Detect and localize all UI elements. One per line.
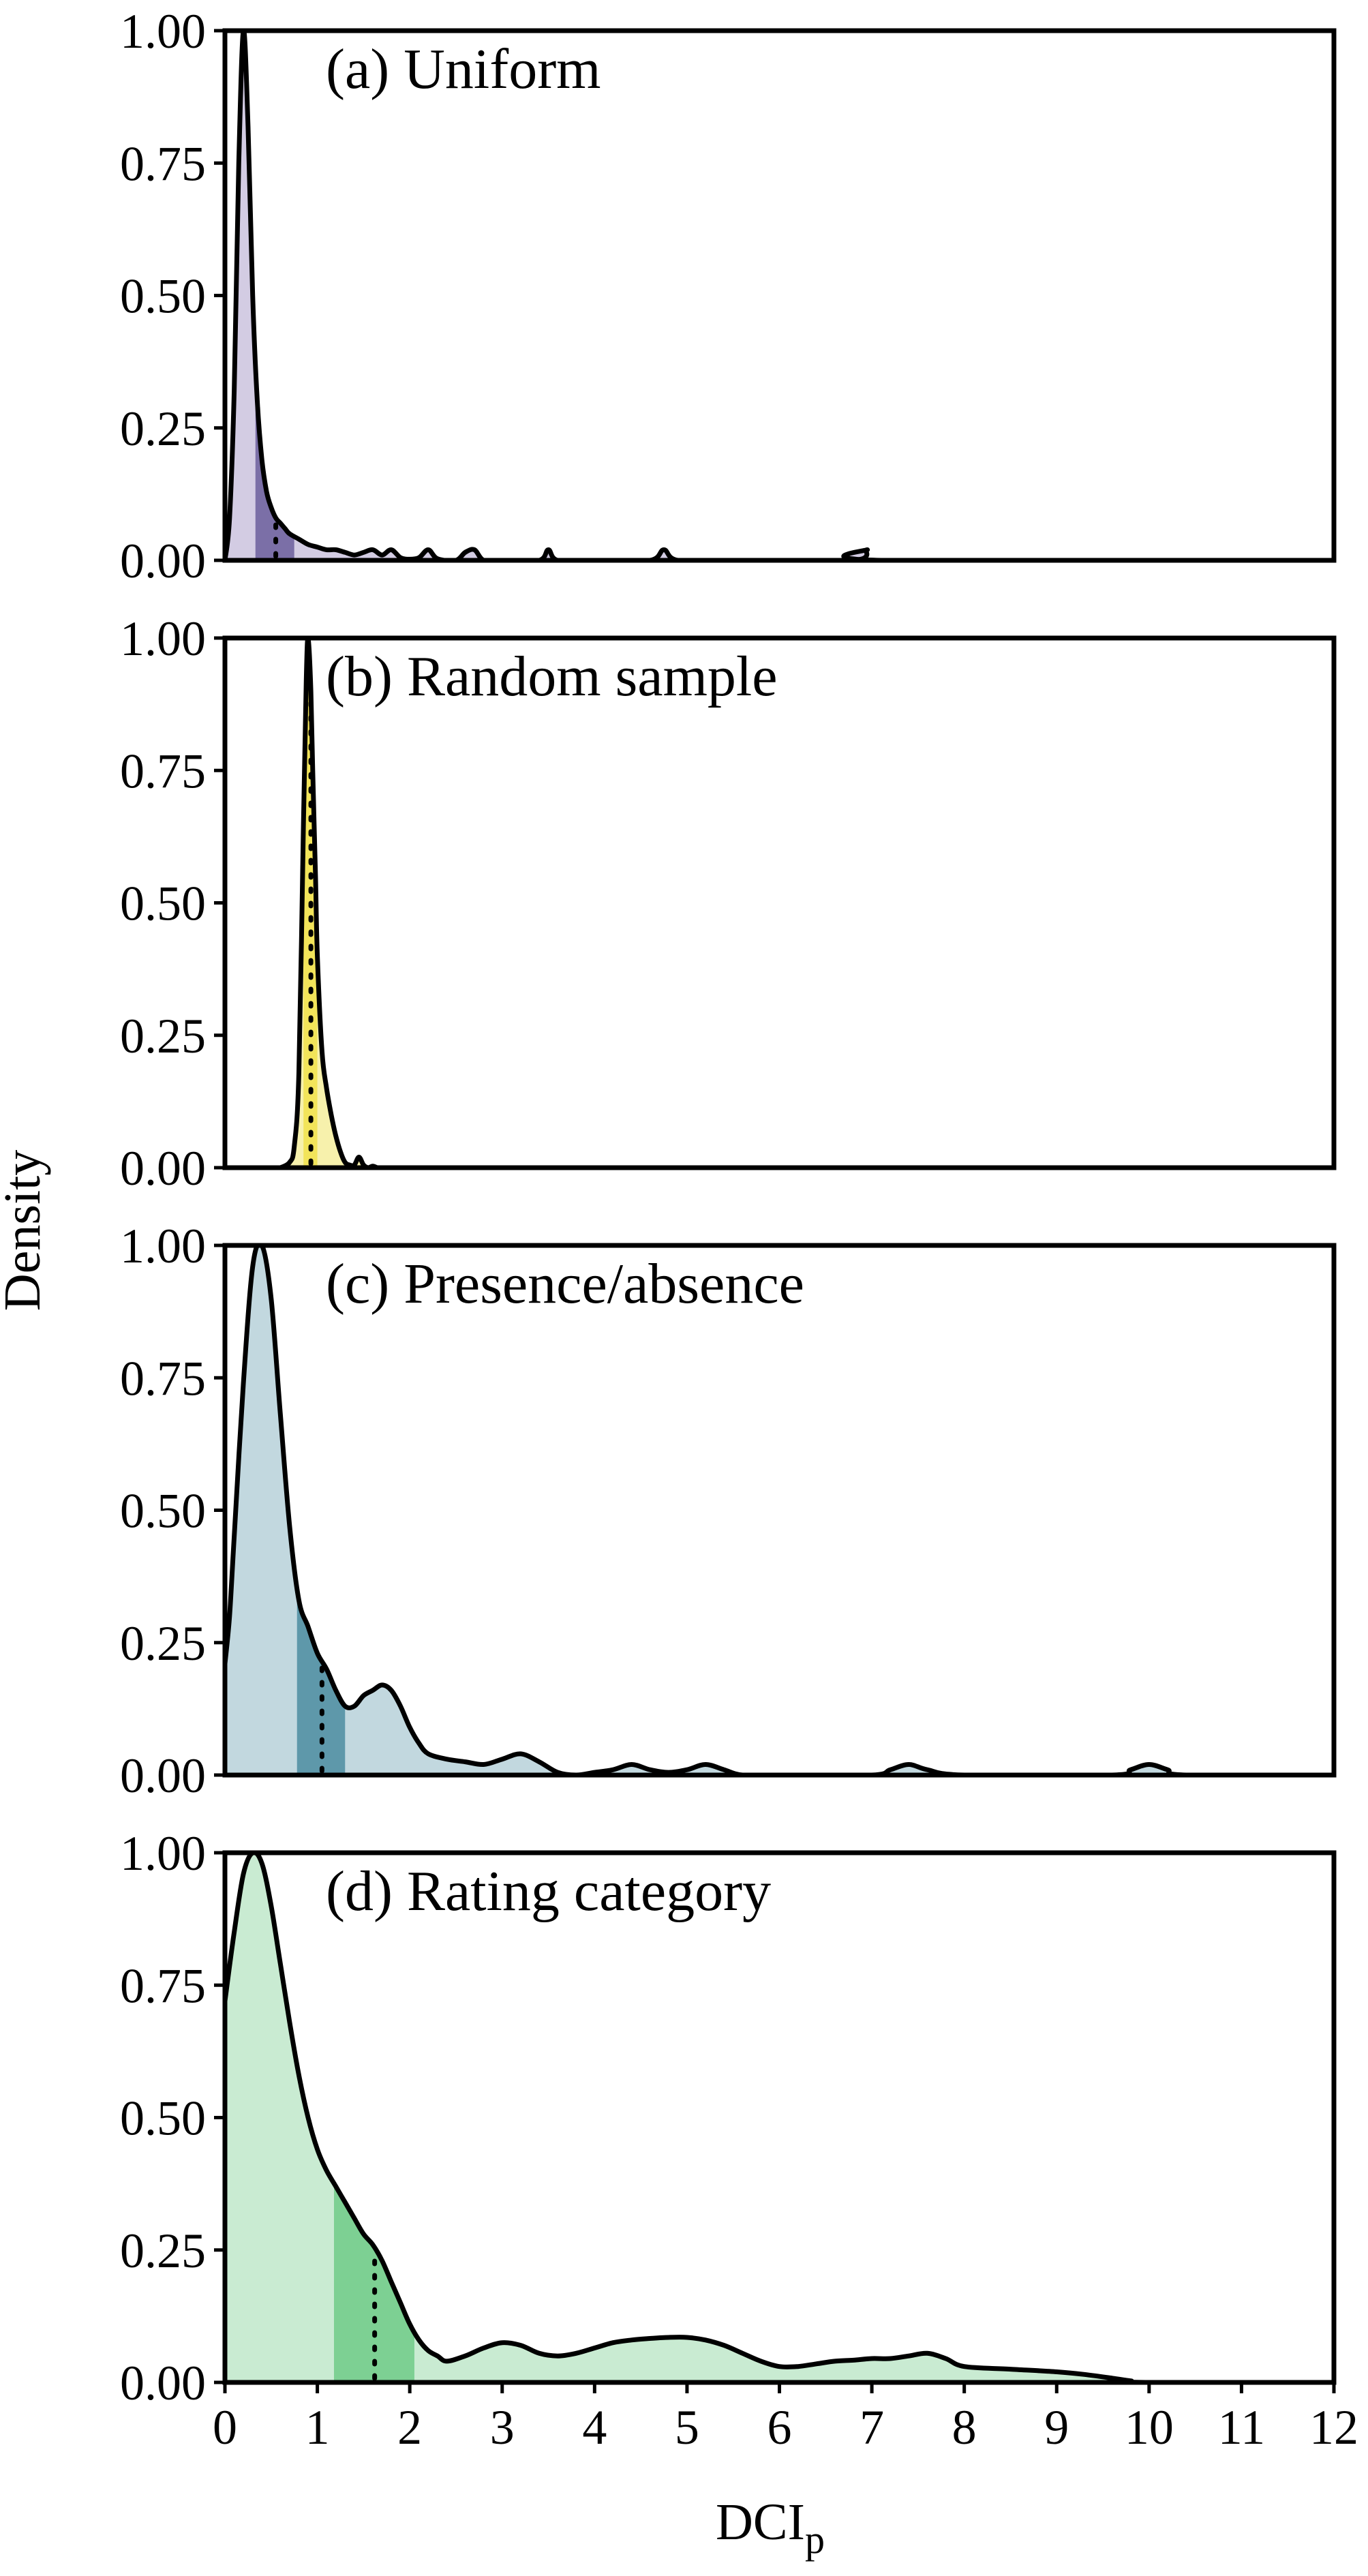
y-tick-label: 0.75	[120, 744, 206, 798]
x-tick-label: 11	[1218, 2400, 1265, 2455]
y-tick-label: 0.75	[120, 1958, 206, 2013]
density-curve	[225, 1245, 1334, 1775]
y-tick-label: 0.25	[120, 1009, 206, 1063]
density-area	[225, 1245, 1334, 1775]
x-tick-label: 5	[675, 2400, 699, 2455]
y-tick-label: 0.50	[120, 269, 206, 324]
y-tick-label: 0.75	[120, 1351, 206, 1406]
density-area	[225, 31, 1334, 560]
y-tick-label: 0.00	[120, 1141, 206, 1196]
y-tick-label: 0.00	[120, 534, 206, 588]
x-axis-title: DCIp	[716, 2494, 825, 2562]
x-tick-label: 4	[582, 2400, 607, 2455]
panel-title: (c) Presence/absence	[326, 1252, 804, 1316]
x-tick-label: 1	[305, 2400, 330, 2455]
x-tick-label: 0	[213, 2400, 237, 2455]
y-tick-label: 0.25	[120, 401, 206, 456]
y-tick-label: 0.50	[120, 877, 206, 931]
y-tick-label: 1.00	[120, 611, 206, 666]
panel-frame	[222, 635, 1337, 1170]
interval-band	[255, 31, 294, 560]
panel-title: (b) Random sample	[326, 645, 778, 708]
x-axis-title-subscript: p	[805, 2517, 825, 2562]
x-tick-label: 10	[1125, 2400, 1174, 2455]
panels-group: 0.000.250.500.751.00(a) Uniform0.000.250…	[120, 4, 1358, 2455]
x-tick-label: 9	[1044, 2400, 1069, 2455]
panel-c: 0.00 0.25 0.50 0.75 1.00 (c) Presence/absence	[120, 1219, 1337, 1803]
x-tick-label: 12	[1309, 2400, 1358, 2455]
density-curve	[277, 638, 384, 1168]
y-axis-title: Density	[0, 1150, 51, 1311]
x-tick-label: 8	[952, 2400, 977, 2455]
y-tick-label: 1.00	[120, 1219, 206, 1273]
x-tick-label: 2	[397, 2400, 422, 2455]
y-tick-label: 0.25	[120, 2224, 206, 2278]
y-tick-label: 0.50	[120, 1484, 206, 1539]
y-tick-label: 0.75	[120, 136, 206, 191]
x-tick-label: 7	[860, 2400, 884, 2455]
panel-d: 0.000.250.500.751.000 1 2 3 4 5 6 7 8 9 10 11 12(d) …	[120, 1826, 1358, 2455]
y-tick-label: 1.00	[120, 4, 206, 59]
x-tick-label: 6	[767, 2400, 792, 2455]
panel-a: 0.00 0.25 0.50 0.75 1.00 (a) Uniform	[120, 4, 1337, 588]
y-tick-label: 1.00	[120, 1826, 206, 1881]
y-tick-label: 0.00	[120, 1748, 206, 1803]
density-area	[280, 638, 382, 1168]
x-axis-title-main: DCI	[716, 2494, 805, 2551]
panel-title: (a) Uniform	[326, 37, 601, 101]
x-tick-label: 3	[490, 2400, 515, 2455]
panel-title: (d) Rating category	[326, 1860, 771, 1923]
density-curve	[225, 1853, 1334, 2382]
y-tick-label: 0.25	[120, 1616, 206, 1671]
y-tick-label: 0.50	[120, 2091, 206, 2146]
y-tick-label: 0.00	[120, 2356, 206, 2410]
panel-frame	[222, 28, 1337, 563]
density-curve	[225, 31, 1334, 560]
panel-b: 0.00 0.25 0.50 0.75 1.00 (b) Random sample	[120, 611, 1337, 1196]
